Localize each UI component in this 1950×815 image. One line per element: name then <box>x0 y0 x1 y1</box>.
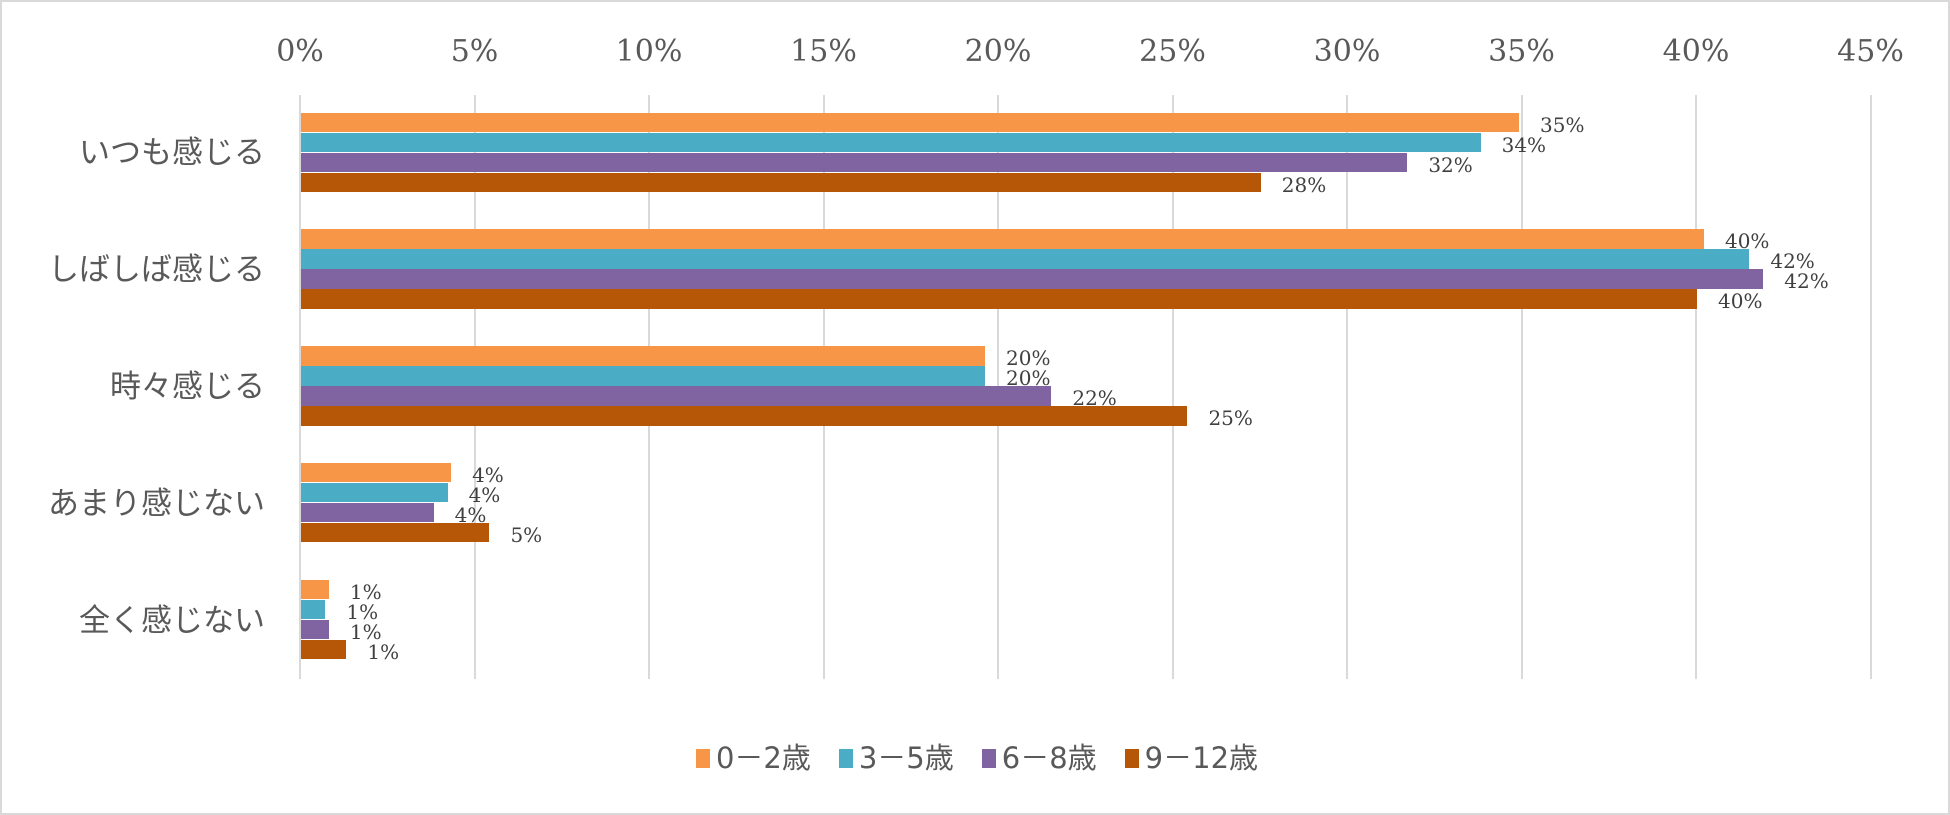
data-label: 35% <box>1540 112 1585 137</box>
x-tick-label: 40% <box>1662 34 1730 69</box>
legend-item: 9－12歳 <box>1124 738 1259 778</box>
bar <box>301 522 490 543</box>
data-label: 42% <box>1784 269 1829 294</box>
category-label: 時々感じる <box>110 369 265 405</box>
data-label: 4% <box>472 462 504 487</box>
bar <box>301 386 1052 406</box>
x-tick-label: 5% <box>450 34 499 69</box>
x-tick-label: 15% <box>790 34 857 69</box>
bar <box>301 152 1408 172</box>
x-tick-label: 30% <box>1313 34 1381 69</box>
data-label: 25% <box>1208 406 1253 431</box>
data-label: 4% <box>454 502 487 527</box>
bar <box>301 112 1519 132</box>
bar <box>301 132 1481 152</box>
bar <box>301 639 347 660</box>
data-label: 22% <box>1072 386 1117 411</box>
gridline <box>1346 95 1348 679</box>
gridline <box>1520 95 1523 679</box>
legend-swatch-icon <box>1124 748 1139 768</box>
gridline <box>1171 95 1174 679</box>
data-label: 1% <box>367 639 400 664</box>
bar <box>301 269 1764 289</box>
data-label: 4% <box>468 482 501 507</box>
legend-swatch-icon <box>695 748 710 768</box>
data-label: 5% <box>510 522 543 547</box>
bar <box>301 579 329 600</box>
data-label: 20% <box>1006 366 1051 391</box>
x-tick-label: 20% <box>964 34 1032 69</box>
bar <box>301 346 986 366</box>
x-tick-label: 0% <box>276 34 324 69</box>
bar <box>301 289 1697 309</box>
bar <box>301 462 452 483</box>
legend-item: 3－5歳 <box>838 738 954 778</box>
data-label: 40% <box>1724 229 1770 254</box>
category-label: いつも感じる <box>79 135 265 172</box>
gridline <box>299 95 301 679</box>
data-label: 1% <box>346 599 379 624</box>
category-label: 全く感じない <box>79 602 265 639</box>
gridline <box>1869 95 1872 679</box>
data-label: 32% <box>1428 152 1473 177</box>
x-tick-label: 10% <box>615 34 683 69</box>
legend-item: 0－2歳 <box>695 738 811 778</box>
bar <box>301 229 1704 249</box>
legend-label: 0－2歳 <box>715 741 811 775</box>
bar <box>301 619 329 640</box>
data-label: 1% <box>349 619 382 644</box>
data-label: 42% <box>1770 249 1815 274</box>
bar <box>301 249 1750 269</box>
data-label: 40% <box>1718 289 1763 314</box>
category-label: あまり感じない <box>48 485 265 522</box>
legend-swatch-icon <box>981 748 996 768</box>
legend-swatch-icon <box>838 748 853 768</box>
x-tick-label: 25% <box>1139 34 1206 69</box>
data-label: 34% <box>1501 132 1547 157</box>
data-label: 20% <box>1006 346 1051 371</box>
bar <box>301 406 1188 426</box>
bar <box>301 599 326 620</box>
legend: 0－2歳 3－5歳 6－8歳 9－12歳 <box>2 738 1950 778</box>
bar <box>301 502 434 523</box>
bar <box>301 366 986 386</box>
x-tick-label: 35% <box>1488 34 1555 69</box>
legend-label: 6－8歳 <box>1001 741 1097 775</box>
legend-label: 9－12歳 <box>1144 741 1259 775</box>
gridline <box>1695 95 1697 679</box>
data-label: 1% <box>349 579 382 604</box>
legend-item: 6－8歳 <box>981 738 1097 778</box>
category-label: しばしば感じる <box>48 252 265 289</box>
x-tick-label: 45% <box>1837 34 1904 69</box>
bar <box>301 482 448 503</box>
legend-label: 3－5歳 <box>858 741 954 775</box>
data-label: 28% <box>1281 172 1327 197</box>
bar <box>301 172 1261 192</box>
